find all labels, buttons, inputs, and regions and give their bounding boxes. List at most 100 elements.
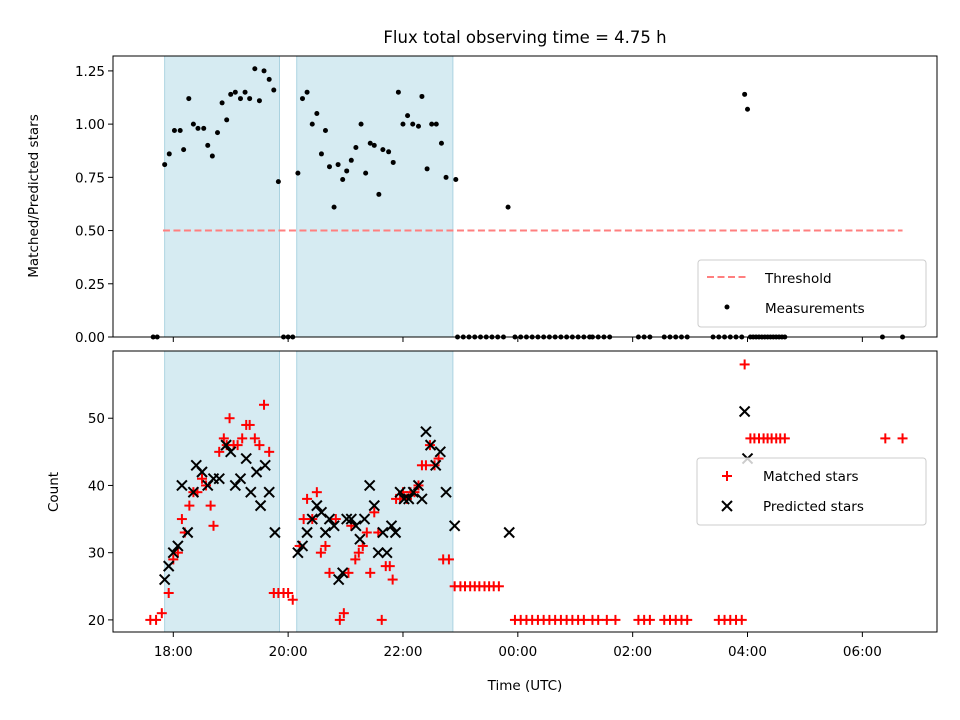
measurement-point: [232, 89, 238, 95]
measurement-point: [367, 140, 373, 146]
legend-measurements-swatch: [724, 304, 730, 310]
measurement-point: [162, 162, 168, 168]
top-y-tick-label: 1.25: [75, 64, 105, 80]
matched-star-point: [283, 588, 294, 599]
measurement-point: [344, 168, 350, 174]
measurement-point: [433, 121, 439, 127]
legend-matched-swatch: [722, 471, 732, 481]
matched-star-point: [880, 433, 891, 444]
matched-star-point: [343, 567, 354, 578]
measurement-point: [745, 106, 751, 112]
measurement-point: [228, 91, 234, 97]
measurement-point: [410, 121, 416, 127]
predicted-star-point: [306, 513, 318, 525]
matched-star-point: [311, 487, 322, 498]
matched-star-point: [197, 473, 208, 484]
matched-star-point: [897, 433, 908, 444]
predicted-star-point: [503, 526, 515, 539]
matched-star-point: [353, 547, 364, 558]
measurement-point: [201, 125, 207, 131]
x-tick-label: 18:00: [154, 644, 193, 660]
measurement-point: [195, 125, 201, 131]
measurement-point: [453, 176, 459, 182]
top-y-tick-label: 1.00: [75, 117, 105, 133]
top-shaded-interval: [296, 55, 454, 338]
predicted-star-point: [358, 513, 371, 525]
top-y-tick-label: 0.00: [75, 330, 105, 346]
measurement-point: [438, 140, 444, 146]
matched-star-point: [254, 440, 265, 451]
predicted-star-point: [398, 493, 410, 505]
top-y-tick-label: 0.50: [75, 224, 105, 240]
bottom-shaded-interval: [296, 350, 454, 633]
matched-star-point: [237, 433, 248, 444]
measurement-point: [380, 147, 386, 153]
matched-star-point: [350, 554, 361, 565]
predicted-star-point: [234, 473, 247, 485]
predicted-star-point: [229, 479, 242, 492]
matched-star-point: [601, 614, 612, 625]
top-axes-frame: [112, 55, 938, 338]
matched-star-point: [208, 520, 219, 531]
x-tick-label: 22:00: [384, 644, 423, 660]
measurement-point: [405, 113, 411, 119]
measurement-point: [363, 170, 369, 176]
measurement-point: [443, 174, 449, 180]
matched-star-point: [739, 359, 750, 370]
measurement-point: [261, 68, 267, 74]
top-legend-box: [697, 259, 927, 328]
matched-star-point: [259, 399, 270, 410]
predicted-star-point: [162, 560, 175, 572]
measurement-point: [295, 170, 301, 176]
matched-star-point: [644, 614, 655, 625]
top-shaded-intervals: [164, 55, 454, 338]
predicted-star-point: [323, 513, 336, 525]
measurement-point: [256, 98, 262, 104]
predicted-star-point: [345, 513, 358, 525]
matched-star-point: [244, 419, 255, 430]
bottom-points: [145, 359, 908, 625]
x-tick-label: 02:00: [613, 644, 652, 660]
measurement-point: [376, 191, 382, 197]
predicted-star-point: [250, 466, 263, 478]
predicted-star-point: [440, 486, 452, 498]
measurement-point: [237, 96, 243, 102]
predicted-star-point: [187, 486, 200, 498]
predicted-star-point: [240, 452, 252, 465]
bottom-y-tick-label: 50: [88, 411, 105, 427]
measurement-point: [386, 149, 392, 155]
bottom-y-tick-label: 40: [88, 478, 105, 494]
measurement-point: [331, 204, 337, 210]
top-legend: Threshold Measurements: [697, 259, 927, 328]
predicted-star-point: [319, 526, 332, 539]
bottom-legend-box: [696, 457, 927, 526]
predicted-star-point: [167, 546, 179, 559]
measurement-point: [275, 179, 281, 185]
measurement-point: [215, 130, 221, 136]
top-y-tick-label: 0.25: [75, 277, 105, 293]
matched-star-point: [376, 614, 387, 625]
matched-star-point: [338, 608, 349, 619]
measurement-point: [505, 204, 511, 210]
predicted-star-point: [269, 526, 281, 539]
matched-star-point: [420, 460, 431, 471]
predicted-star-point: [296, 540, 309, 552]
matched-star-point: [176, 514, 187, 525]
matched-star-point: [184, 500, 195, 511]
measurement-point: [171, 128, 177, 134]
bottom-x-ticks: 18:00 20:00 22:00 00:00 02:00 04:00 06:00: [154, 632, 882, 660]
matched-star-point: [334, 614, 345, 625]
predicted-star-point: [225, 446, 237, 458]
measurement-point: [419, 93, 425, 99]
predicted-star-point: [196, 466, 208, 478]
bottom-y-tick-label: 30: [88, 546, 105, 562]
predicted-star-point: [416, 493, 428, 505]
predicted-star-point: [407, 486, 420, 498]
predicted-star-point: [368, 499, 380, 512]
matched-star-point: [156, 608, 167, 619]
measurement-point: [395, 89, 401, 95]
predicted-star-point: [738, 405, 751, 418]
measurement-point: [166, 151, 172, 157]
